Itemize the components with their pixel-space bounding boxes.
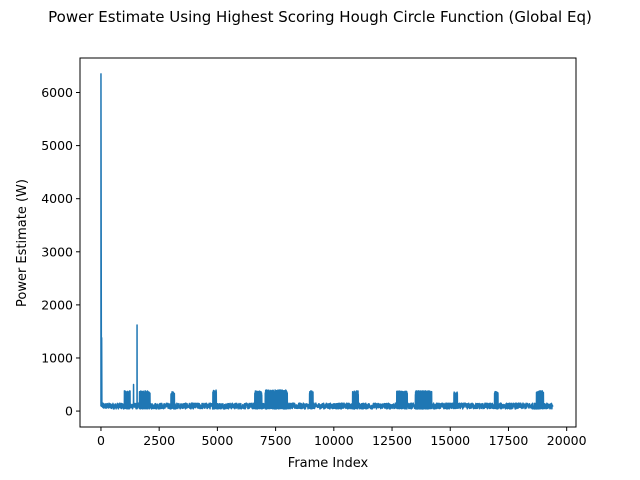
y-axis: 0 1000 2000 3000 4000 5000 6000 [41, 85, 80, 419]
y-tick-label: 2000 [41, 297, 73, 312]
x-tick-label: 20000 [547, 433, 587, 448]
x-tick-label: 12500 [372, 433, 412, 448]
x-tick-label: 2500 [143, 433, 175, 448]
axes-frame [79, 57, 577, 428]
y-tick-label: 0 [65, 404, 73, 419]
y-tick-label: 1000 [41, 350, 73, 365]
plot-area [100, 73, 554, 410]
x-tick-label: 10000 [314, 433, 354, 448]
x-tick-label: 5000 [201, 433, 233, 448]
y-axis-label: Power Estimate (W) [15, 179, 30, 307]
x-axis: 0 2500 5000 7500 10000 12500 15000 17500 20000 [97, 427, 587, 448]
x-tick-label: 15000 [430, 433, 470, 448]
x-tick-label: 7500 [260, 433, 292, 448]
series-line [100, 73, 554, 410]
x-tick-label: 0 [97, 433, 105, 448]
x-tick-label: 17500 [489, 433, 529, 448]
y-tick-label: 3000 [41, 244, 73, 259]
x-axis-label: Frame Index [288, 456, 369, 471]
y-tick-label: 6000 [41, 85, 73, 100]
y-tick-label: 4000 [41, 191, 73, 206]
chart-title: Power Estimate Using Highest Scoring Hou… [48, 8, 592, 26]
y-tick-label: 5000 [41, 138, 73, 153]
